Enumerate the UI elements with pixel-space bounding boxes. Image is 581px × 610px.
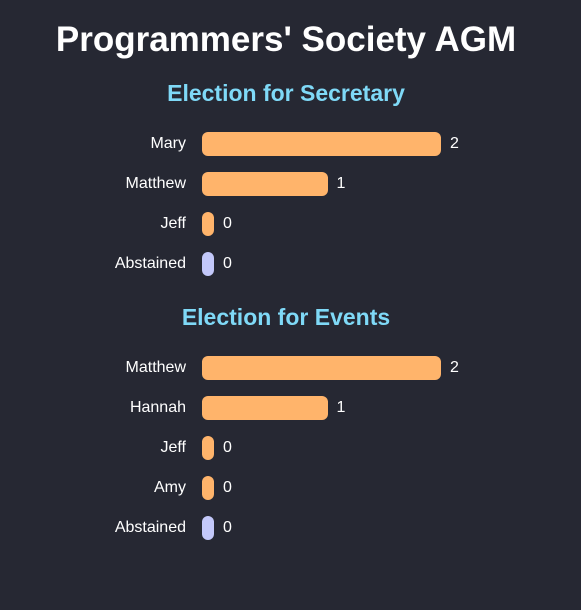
vote-bar <box>202 436 214 460</box>
candidate-name: Matthew <box>125 359 186 376</box>
vote-bar <box>202 396 328 420</box>
vote-count: 0 <box>223 479 232 496</box>
election-secretary: Election for Secretary Mary 2 Matthew 1 Jeff… <box>0 79 572 284</box>
election-events: Election for Events Matthew 2 Hannah 1 Jeff 0… <box>0 303 572 548</box>
result-row: Abstained 0 <box>0 508 572 548</box>
candidate-name: Abstained <box>114 519 186 536</box>
vote-count: 1 <box>336 399 346 416</box>
vote-bar <box>202 132 441 156</box>
vote-count: 2 <box>450 135 459 152</box>
vote-count: 0 <box>223 255 232 272</box>
result-row: Jeff 0 <box>0 428 572 468</box>
vote-count: 1 <box>336 175 346 192</box>
vote-count: 0 <box>223 439 232 456</box>
candidate-name: Mary <box>150 135 186 152</box>
result-row: Mary 2 <box>0 124 572 164</box>
candidate-name: Matthew <box>125 175 186 192</box>
vote-bar <box>202 212 214 236</box>
results-list: Mary 2 Matthew 1 Jeff 0 Abstained 0 <box>0 124 572 284</box>
results-list: Matthew 2 Hannah 1 Jeff 0 Amy 0 Abstained 0 <box>0 348 572 548</box>
election-title: Election for Secretary <box>167 80 405 106</box>
result-row: Abstained 0 <box>0 244 572 284</box>
vote-bar <box>202 516 214 540</box>
vote-count: 0 <box>223 519 232 536</box>
result-row: Matthew 2 <box>0 348 572 388</box>
vote-bar <box>202 172 328 196</box>
vote-bar <box>202 252 214 276</box>
candidate-name: Amy <box>154 479 186 496</box>
candidate-name: Hannah <box>129 399 186 416</box>
result-row: Amy 0 <box>0 468 572 508</box>
candidate-name: Jeff <box>160 215 187 232</box>
candidate-name: Abstained <box>114 255 186 272</box>
result-row: Matthew 1 <box>0 164 572 204</box>
vote-bar <box>202 356 441 380</box>
election-title: Election for Events <box>181 304 391 330</box>
result-row: Hannah 1 <box>0 388 572 428</box>
vote-count: 0 <box>223 215 232 232</box>
vote-bar <box>202 476 214 500</box>
result-row: Jeff 0 <box>0 204 572 244</box>
candidate-name: Jeff <box>160 439 187 456</box>
vote-count: 2 <box>450 359 459 376</box>
page-title: Programmers' Society AGM <box>55 20 517 59</box>
